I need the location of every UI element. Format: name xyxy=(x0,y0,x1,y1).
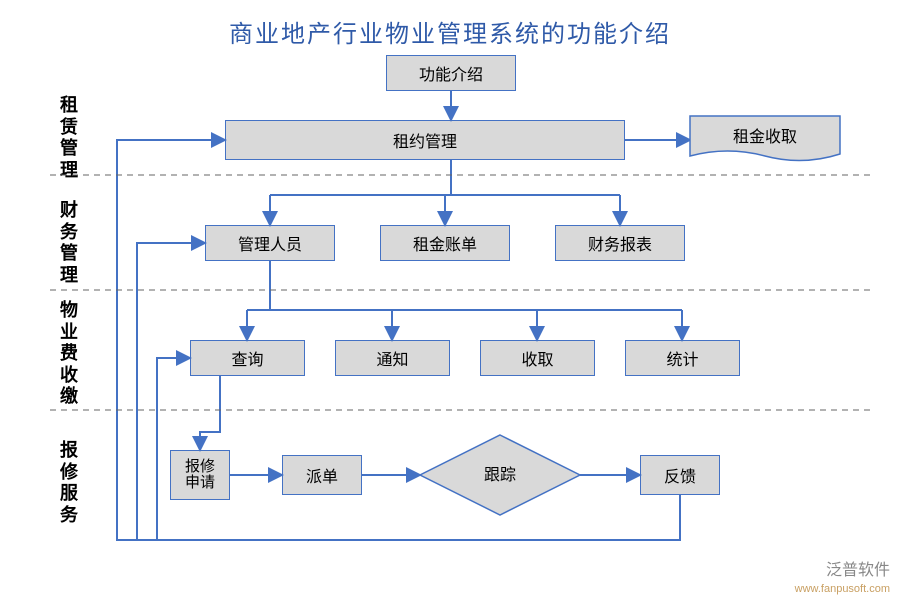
node-query: 查询 xyxy=(190,340,305,376)
node-notify-label: 通知 xyxy=(376,346,408,370)
node-request: 报修申请 xyxy=(170,450,230,500)
section-label-finance: 财务管理 xyxy=(58,200,80,286)
node-bill: 租金账单 xyxy=(380,225,510,261)
node-feedback: 反馈 xyxy=(640,455,720,495)
node-dispatch-label: 派单 xyxy=(306,463,338,487)
node-staff-label: 管理人员 xyxy=(238,231,302,255)
svg-text:跟踪: 跟踪 xyxy=(484,466,516,484)
node-bill-label: 租金账单 xyxy=(413,231,477,255)
watermark-cn: 泛普软件 xyxy=(826,562,890,579)
diagram-title: 商业地产行业物业管理系统的功能介绍 xyxy=(0,14,900,49)
node-report: 财务报表 xyxy=(555,225,685,261)
svg-text:租金收取: 租金收取 xyxy=(733,128,797,146)
node-stats-label: 统计 xyxy=(666,346,698,370)
node-intro-label: 功能介绍 xyxy=(419,61,483,85)
node-staff: 管理人员 xyxy=(205,225,335,261)
section-label-lease: 租赁管理 xyxy=(58,95,80,181)
watermark: 泛普软件 www.fanpusoft.com xyxy=(795,561,890,596)
node-feedback-label: 反馈 xyxy=(664,463,696,487)
node-dispatch: 派单 xyxy=(282,455,362,495)
node-stats: 统计 xyxy=(625,340,740,376)
node-lease: 租约管理 xyxy=(225,120,625,160)
node-collect-label: 收取 xyxy=(521,346,553,370)
node-report-label: 财务报表 xyxy=(588,231,652,255)
node-lease-label: 租约管理 xyxy=(393,128,457,152)
section-label-repair: 报修服务 xyxy=(58,440,80,526)
node-query-label: 查询 xyxy=(231,346,263,370)
node-notify: 通知 xyxy=(335,340,450,376)
node-request-label: 报修申请 xyxy=(185,459,215,492)
node-collect: 收取 xyxy=(480,340,595,376)
node-intro: 功能介绍 xyxy=(386,55,516,91)
section-label-fee: 物业费收缴 xyxy=(58,300,80,408)
watermark-url: www.fanpusoft.com xyxy=(795,583,890,595)
